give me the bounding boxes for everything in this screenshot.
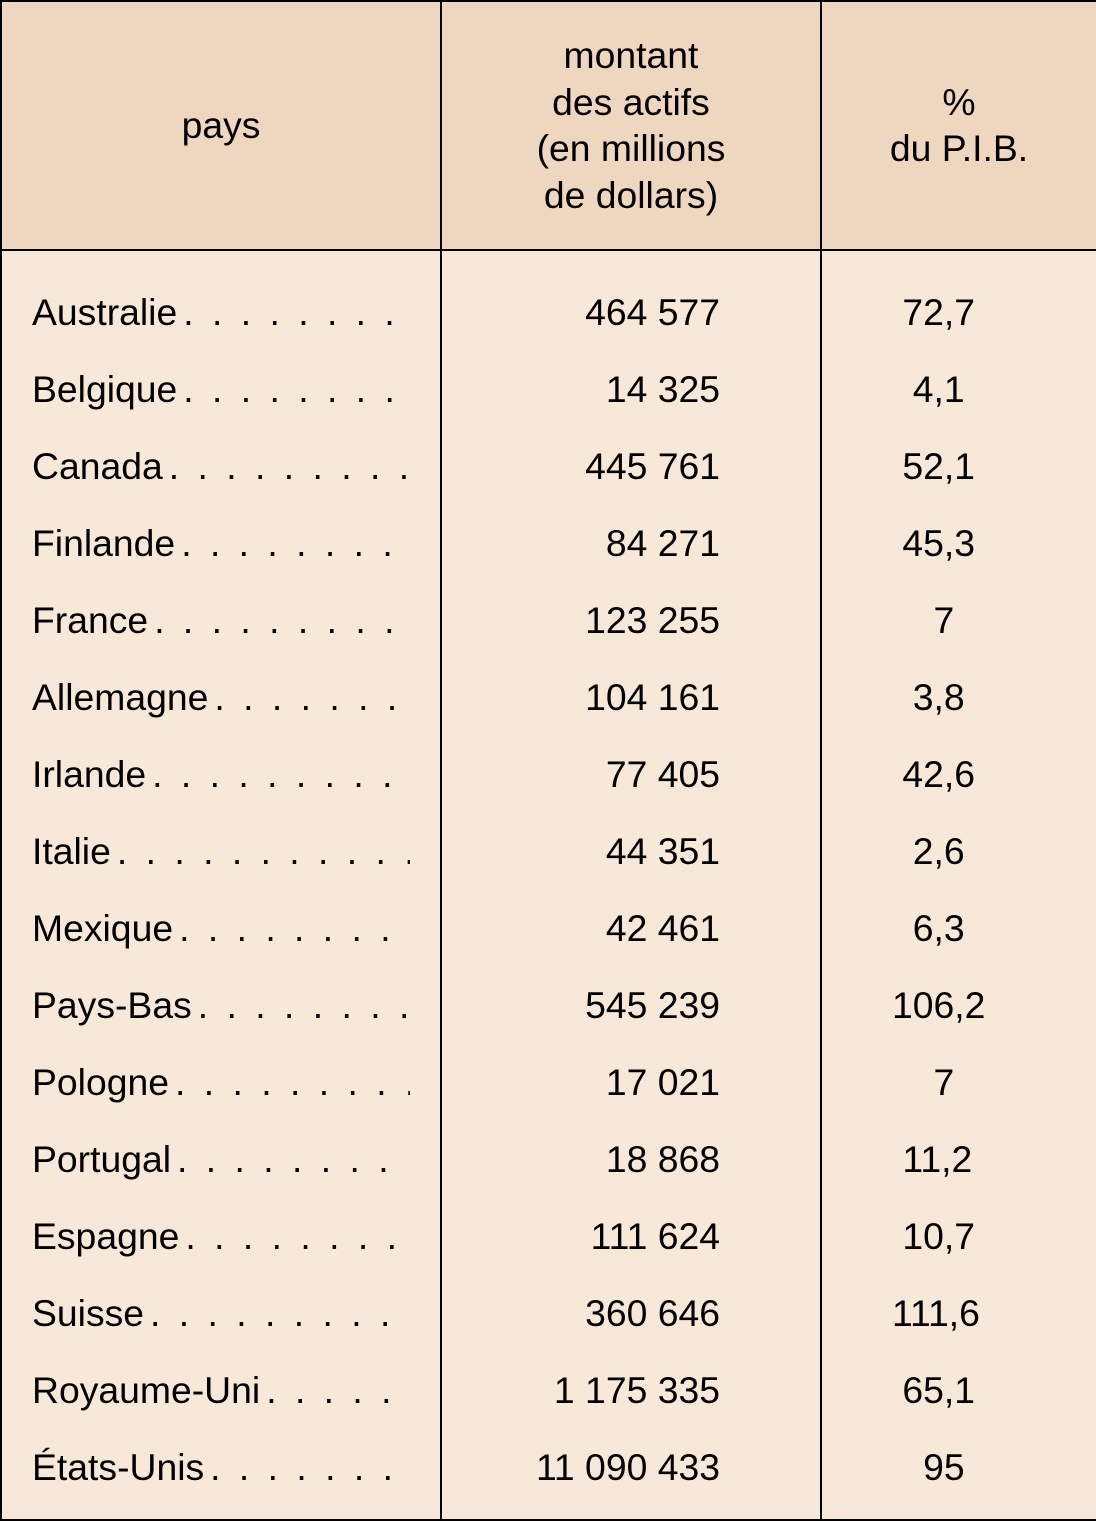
dot-leader: . . . . . . . . . . . . . . . . . . . . … <box>163 445 410 488</box>
amount-value: 111 624 <box>472 1215 720 1258</box>
table-row: Pays-Bas. . . . . . . . . . . . . . . . … <box>32 984 410 1027</box>
country-name: Mexique <box>32 907 173 950</box>
amount-value: 42 461 <box>472 907 720 950</box>
country-name: Pays-Bas <box>32 984 192 1027</box>
dot-leader: . . . . . . . . . . . . . . . . . . . . … <box>204 1446 410 1489</box>
pib-value: 7 <box>852 599 1016 642</box>
amount-value: 44 351 <box>472 830 720 873</box>
col-header-montant: montantdes actifs(en millionsde dollars) <box>441 1 821 250</box>
table-row: Irlande. . . . . . . . . . . . . . . . .… <box>32 753 410 796</box>
amount-value: 123 255 <box>472 599 720 642</box>
amount-value: 360 646 <box>472 1292 720 1335</box>
amount-value: 17 021 <box>472 1061 720 1104</box>
pib-value: 7 <box>852 1061 1016 1104</box>
country-name: Royaume-Uni <box>32 1369 260 1412</box>
dot-leader: . . . . . . . . . . . . . . . . . . . . … <box>179 1215 410 1258</box>
pib-value: 11,2 <box>852 1138 1016 1181</box>
economic-table: pays montantdes actifs(en millionsde dol… <box>0 0 1096 1521</box>
dot-leader: . . . . . . . . . . . . . . . . . . . . … <box>169 1061 410 1104</box>
pib-value: 4,1 <box>852 368 1016 411</box>
table-row: Suisse. . . . . . . . . . . . . . . . . … <box>32 1292 410 1335</box>
table-row: États-Unis. . . . . . . . . . . . . . . … <box>32 1446 410 1489</box>
amount-value: 14 325 <box>472 368 720 411</box>
table-row: Pologne. . . . . . . . . . . . . . . . .… <box>32 1061 410 1104</box>
country-name: Irlande <box>32 753 146 796</box>
pib-value: 95 <box>852 1446 1016 1489</box>
col-header-montant-label: montantdes actifs(en millionsde dollars) <box>537 34 726 216</box>
pib-value: 106,2 <box>852 984 1016 1027</box>
table: pays montantdes actifs(en millionsde dol… <box>0 0 1096 1521</box>
col-pib: 72,7 4,1 52,1 45,3 7 3,8 42,6 2,6 6,3 106… <box>821 250 1096 1520</box>
pib-value: 65,1 <box>852 1369 1016 1412</box>
pib-value: 45,3 <box>852 522 1016 565</box>
country-name: Pologne <box>32 1061 169 1104</box>
col-header-pays: pays <box>1 1 441 250</box>
table-row: Mexique. . . . . . . . . . . . . . . . .… <box>32 907 410 950</box>
col-montant: 464 577 14 325 445 761 84 271 123 255 104 161… <box>441 250 821 1520</box>
col-header-pib: %du P.I.B. <box>821 1 1096 250</box>
country-name: États-Unis <box>32 1446 204 1489</box>
pib-value: 111,6 <box>852 1292 1016 1335</box>
dot-leader: . . . . . . . . . . . . . . . . . . . . … <box>260 1369 410 1412</box>
dot-leader: . . . . . . . . . . . . . . . . . . . . … <box>146 753 410 796</box>
dot-leader: . . . . . . . . . . . . . . . . . . . . … <box>208 676 410 719</box>
amount-value: 18 868 <box>472 1138 720 1181</box>
table-row: Canada. . . . . . . . . . . . . . . . . … <box>32 445 410 488</box>
col-header-pib-label: %du P.I.B. <box>890 81 1028 170</box>
pib-value: 3,8 <box>852 676 1016 719</box>
pib-value: 6,3 <box>852 907 1016 950</box>
amount-value: 1 175 335 <box>472 1369 720 1412</box>
table-row: France. . . . . . . . . . . . . . . . . … <box>32 599 410 642</box>
dot-leader: . . . . . . . . . . . . . . . . . . . . … <box>177 291 410 334</box>
country-name: Suisse <box>32 1292 144 1335</box>
country-name: Allemagne <box>32 676 208 719</box>
country-name: Espagne <box>32 1215 179 1258</box>
dot-leader: . . . . . . . . . . . . . . . . . . . . … <box>192 984 410 1027</box>
amount-value: 464 577 <box>472 291 720 334</box>
country-name: Italie <box>32 830 111 873</box>
country-name: Finlande <box>32 522 175 565</box>
country-name: France <box>32 599 148 642</box>
table-row: Portugal. . . . . . . . . . . . . . . . … <box>32 1138 410 1181</box>
amount-value: 84 271 <box>472 522 720 565</box>
table-row: Allemagne. . . . . . . . . . . . . . . .… <box>32 676 410 719</box>
table-row: Italie. . . . . . . . . . . . . . . . . … <box>32 830 410 873</box>
pib-value: 72,7 <box>852 291 1016 334</box>
col-pays: Australie. . . . . . . . . . . . . . . .… <box>1 250 441 1520</box>
dot-leader: . . . . . . . . . . . . . . . . . . . . … <box>175 522 410 565</box>
amount-value: 445 761 <box>472 445 720 488</box>
dot-leader: . . . . . . . . . . . . . . . . . . . . … <box>177 368 410 411</box>
pib-value: 42,6 <box>852 753 1016 796</box>
dot-leader: . . . . . . . . . . . . . . . . . . . . … <box>111 830 410 873</box>
table-row: Belgique. . . . . . . . . . . . . . . . … <box>32 368 410 411</box>
table-row: Espagne. . . . . . . . . . . . . . . . .… <box>32 1215 410 1258</box>
amount-value: 104 161 <box>472 676 720 719</box>
table-row: Australie. . . . . . . . . . . . . . . .… <box>32 291 410 334</box>
pib-value: 52,1 <box>852 445 1016 488</box>
dot-leader: . . . . . . . . . . . . . . . . . . . . … <box>148 599 410 642</box>
dot-leader: . . . . . . . . . . . . . . . . . . . . … <box>171 1138 410 1181</box>
table-row: Royaume-Uni. . . . . . . . . . . . . . .… <box>32 1369 410 1412</box>
pib-value: 2,6 <box>852 830 1016 873</box>
table-row: Finlande. . . . . . . . . . . . . . . . … <box>32 522 410 565</box>
country-name: Portugal <box>32 1138 171 1181</box>
dot-leader: . . . . . . . . . . . . . . . . . . . . … <box>144 1292 410 1335</box>
country-name: Australie <box>32 291 177 334</box>
table-body: Australie. . . . . . . . . . . . . . . .… <box>1 250 1096 1520</box>
col-header-pays-label: pays <box>182 104 261 146</box>
amount-value: 545 239 <box>472 984 720 1027</box>
table-header: pays montantdes actifs(en millionsde dol… <box>1 1 1096 250</box>
pib-value: 10,7 <box>852 1215 1016 1258</box>
amount-value: 11 090 433 <box>472 1446 720 1489</box>
amount-value: 77 405 <box>472 753 720 796</box>
country-name: Canada <box>32 445 163 488</box>
dot-leader: . . . . . . . . . . . . . . . . . . . . … <box>173 907 410 950</box>
country-name: Belgique <box>32 368 177 411</box>
